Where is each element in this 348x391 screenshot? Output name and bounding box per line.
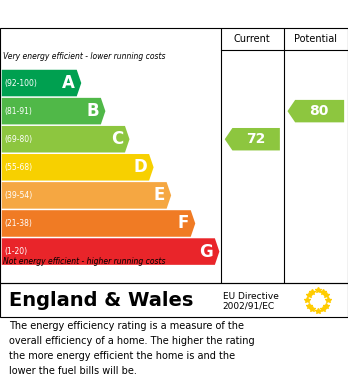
Text: Current: Current [234,34,271,44]
Text: 2002/91/EC: 2002/91/EC [223,301,275,310]
Text: D: D [134,158,147,176]
Text: Not energy efficient - higher running costs: Not energy efficient - higher running co… [3,256,166,265]
Text: A: A [62,74,75,92]
Polygon shape [2,238,219,265]
Text: The energy efficiency rating is a measure of the
overall efficiency of a home. T: The energy efficiency rating is a measur… [9,321,254,376]
Text: (92-100): (92-100) [4,79,37,88]
Polygon shape [2,126,129,152]
Polygon shape [2,182,171,209]
Text: F: F [177,215,189,233]
Polygon shape [2,210,195,237]
Text: 80: 80 [310,104,329,118]
Polygon shape [2,98,105,124]
Text: B: B [87,102,99,120]
Text: Very energy efficient - lower running costs: Very energy efficient - lower running co… [3,52,166,61]
Text: (21-38): (21-38) [4,219,32,228]
Text: Potential: Potential [294,34,337,44]
Text: (69-80): (69-80) [4,135,32,144]
Text: 72: 72 [246,132,266,146]
Text: G: G [199,242,213,260]
Text: (55-68): (55-68) [4,163,32,172]
Text: (1-20): (1-20) [4,247,27,256]
Text: C: C [111,130,123,148]
Text: (81-91): (81-91) [4,107,32,116]
Text: EU Directive: EU Directive [223,292,279,301]
Polygon shape [287,100,344,122]
Text: E: E [153,187,165,204]
Polygon shape [2,154,153,181]
Polygon shape [2,70,81,96]
Text: Energy Efficiency Rating: Energy Efficiency Rating [59,5,289,23]
Polygon shape [225,128,280,151]
Text: England & Wales: England & Wales [9,291,193,310]
Text: (39-54): (39-54) [4,191,32,200]
